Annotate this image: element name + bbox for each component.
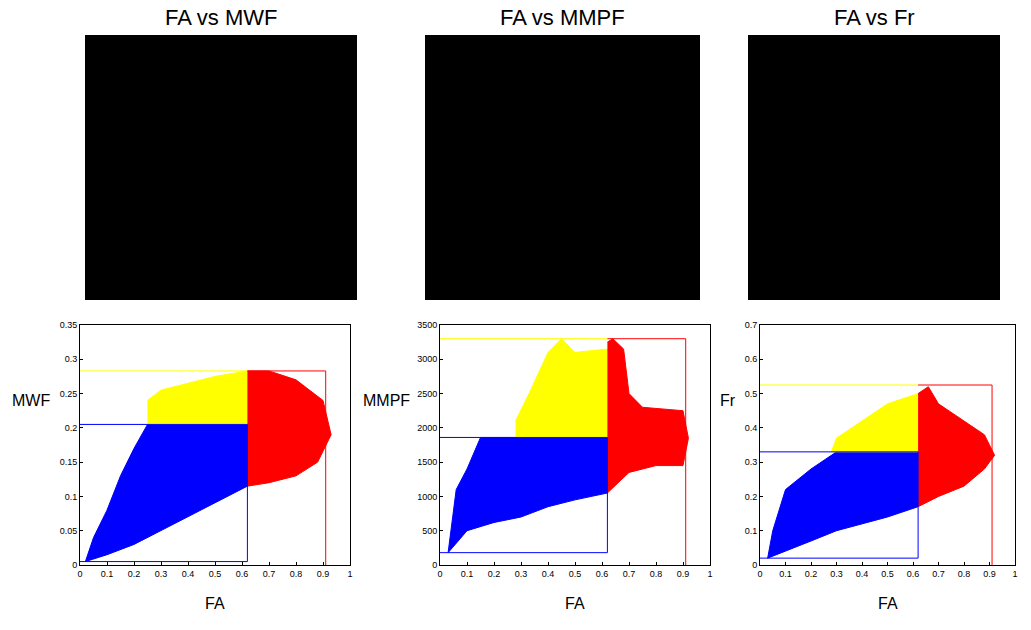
svg-text:0.6: 0.6 xyxy=(596,569,609,579)
svg-text:1: 1 xyxy=(707,569,712,579)
svg-text:0.7: 0.7 xyxy=(623,569,636,579)
svg-text:1000: 1000 xyxy=(417,492,437,502)
svg-text:FA: FA xyxy=(565,595,585,612)
svg-text:Fr: Fr xyxy=(720,392,736,409)
svg-text:0.15: 0.15 xyxy=(60,457,78,467)
svg-text:0.4: 0.4 xyxy=(856,569,869,579)
svg-text:0.8: 0.8 xyxy=(290,569,303,579)
svg-text:0.6: 0.6 xyxy=(236,569,249,579)
svg-text:0.6: 0.6 xyxy=(745,354,758,364)
svg-text:0.4: 0.4 xyxy=(182,569,195,579)
svg-text:MWF: MWF xyxy=(12,392,50,409)
svg-text:3500: 3500 xyxy=(417,320,437,330)
svg-text:FA vs MMPF: FA vs MMPF xyxy=(500,5,625,30)
svg-text:FA vs MWF: FA vs MWF xyxy=(165,5,277,30)
svg-text:MMPF: MMPF xyxy=(363,392,410,409)
svg-text:0.25: 0.25 xyxy=(60,389,78,399)
svg-text:0.7: 0.7 xyxy=(745,320,758,330)
svg-text:FA vs Fr: FA vs Fr xyxy=(834,5,915,30)
svg-text:0.3: 0.3 xyxy=(515,569,528,579)
svg-text:0.5: 0.5 xyxy=(745,389,758,399)
svg-text:0.7: 0.7 xyxy=(263,569,276,579)
svg-text:0.4: 0.4 xyxy=(745,423,758,433)
svg-text:0.05: 0.05 xyxy=(60,526,78,536)
svg-text:500: 500 xyxy=(422,526,437,536)
svg-text:0.2: 0.2 xyxy=(128,569,141,579)
svg-text:1500: 1500 xyxy=(417,457,437,467)
svg-text:0: 0 xyxy=(77,569,82,579)
svg-text:1: 1 xyxy=(1012,569,1017,579)
svg-text:0.1: 0.1 xyxy=(101,569,114,579)
svg-text:0.2: 0.2 xyxy=(805,569,818,579)
svg-text:FA: FA xyxy=(878,595,898,612)
svg-text:0.9: 0.9 xyxy=(983,569,996,579)
svg-text:0.2: 0.2 xyxy=(488,569,501,579)
svg-text:0.7: 0.7 xyxy=(932,569,945,579)
svg-text:0.9: 0.9 xyxy=(317,569,330,579)
svg-text:0.5: 0.5 xyxy=(209,569,222,579)
svg-text:0.8: 0.8 xyxy=(958,569,971,579)
svg-text:0.1: 0.1 xyxy=(779,569,792,579)
svg-text:0.1: 0.1 xyxy=(65,492,78,502)
svg-text:0.3: 0.3 xyxy=(65,354,78,364)
svg-text:0: 0 xyxy=(757,569,762,579)
svg-text:0.5: 0.5 xyxy=(881,569,894,579)
svg-text:0.2: 0.2 xyxy=(65,423,78,433)
svg-text:1: 1 xyxy=(347,569,352,579)
svg-text:0.3: 0.3 xyxy=(830,569,843,579)
svg-text:0.2: 0.2 xyxy=(745,492,758,502)
svg-text:0.1: 0.1 xyxy=(461,569,474,579)
svg-text:FA: FA xyxy=(205,595,225,612)
svg-text:0.35: 0.35 xyxy=(60,320,78,330)
svg-text:0.1: 0.1 xyxy=(745,526,758,536)
svg-text:0: 0 xyxy=(432,560,437,570)
svg-text:0: 0 xyxy=(437,569,442,579)
svg-text:0.3: 0.3 xyxy=(745,457,758,467)
svg-text:0.3: 0.3 xyxy=(155,569,168,579)
svg-text:0.6: 0.6 xyxy=(907,569,920,579)
svg-text:0.5: 0.5 xyxy=(569,569,582,579)
svg-text:0: 0 xyxy=(752,560,757,570)
svg-text:0: 0 xyxy=(72,560,77,570)
svg-text:0.9: 0.9 xyxy=(677,569,690,579)
svg-text:0.4: 0.4 xyxy=(542,569,555,579)
svg-text:0.8: 0.8 xyxy=(650,569,663,579)
svg-text:2500: 2500 xyxy=(417,389,437,399)
svg-text:3000: 3000 xyxy=(417,354,437,364)
svg-text:2000: 2000 xyxy=(417,423,437,433)
